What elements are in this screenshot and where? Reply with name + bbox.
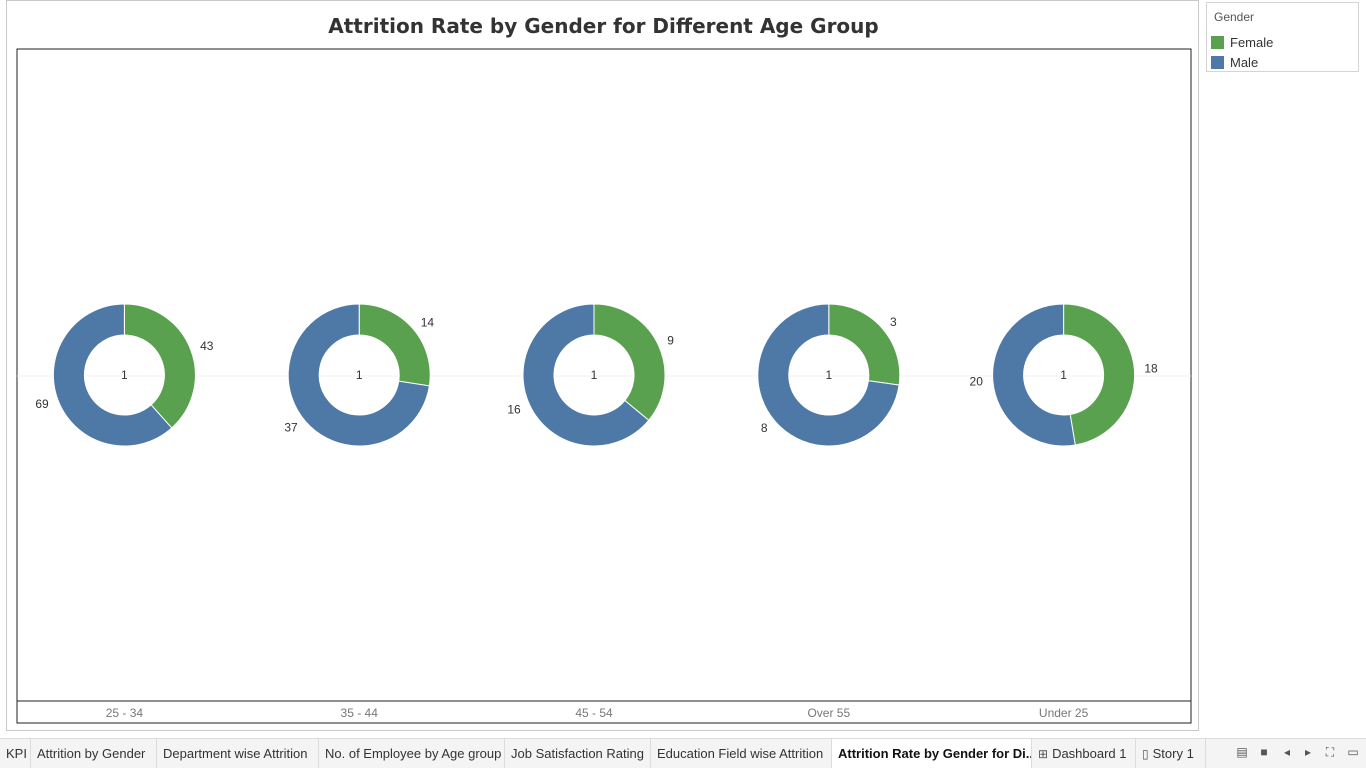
tab-label: Job Satisfaction Rating bbox=[511, 746, 644, 761]
tab-education-field-wise-attrition[interactable]: Education Field wise Attrition bbox=[651, 739, 832, 768]
tab-dashboard-1[interactable]: ⊞ Dashboard 1 bbox=[1032, 739, 1136, 768]
donut-slice-male-2[interactable] bbox=[522, 303, 650, 447]
legend-swatch-female bbox=[1211, 35, 1224, 49]
fit-screen-icon[interactable]: ▭ bbox=[1347, 745, 1359, 759]
worksheet: Attrition Rate by Gender for Different A… bbox=[6, 0, 1199, 731]
previous-sheet-icon[interactable]: ◂ bbox=[1283, 745, 1291, 759]
donut-center-label-1: 1 bbox=[356, 368, 363, 382]
legend-item-male[interactable]: Male bbox=[1211, 54, 1258, 70]
tab-attrition-by-gender[interactable]: Attrition by Gender bbox=[31, 739, 157, 768]
category-label-3: Over 55 bbox=[807, 706, 850, 720]
legend-label-male: Male bbox=[1230, 54, 1259, 70]
donut-label-male-1: 37 bbox=[284, 421, 298, 435]
tab-label: Story 1 bbox=[1152, 746, 1194, 761]
donut-slice-female-2[interactable] bbox=[593, 303, 666, 421]
donut-center-label-0: 1 bbox=[121, 368, 128, 382]
donut-center-label-2: 1 bbox=[591, 368, 598, 382]
donut-label-male-4: 20 bbox=[970, 375, 984, 389]
show-filmstrip-icon[interactable]: ▤ bbox=[1236, 745, 1248, 759]
tab-story-1[interactable]: ▯ Story 1 bbox=[1136, 739, 1206, 768]
legend-title: Gender bbox=[1214, 10, 1255, 24]
plot-frame bbox=[16, 48, 1192, 724]
category-label-0: 25 - 34 bbox=[106, 706, 144, 720]
donut-label-female-4: 18 bbox=[1144, 361, 1158, 375]
donut-slice-female-0[interactable] bbox=[123, 303, 196, 429]
next-sheet-icon[interactable]: ▸ bbox=[1304, 745, 1312, 759]
tab-kpi[interactable]: KPI bbox=[0, 739, 31, 768]
donut-slice-male-1[interactable] bbox=[287, 303, 430, 447]
tab-label: Attrition by Gender bbox=[37, 746, 146, 761]
tab-label: No. of Employee by Age group bbox=[325, 746, 502, 761]
chart-title: Attrition Rate by Gender for Different A… bbox=[328, 14, 879, 38]
tab-department-wise-attrition[interactable]: Department wise Attrition bbox=[157, 739, 319, 768]
donut-slice-male-0[interactable] bbox=[52, 303, 173, 447]
donut-chart: 43 69 1 25 - 34 14 37 1 35 - 44 9 16 1 45 - 54 3 8 1 Ov… bbox=[16, 48, 1192, 724]
tab-label: Attrition Rate by Gender for Di... bbox=[838, 746, 1032, 761]
presentation-mode-icon[interactable]: ⛶ bbox=[1325, 745, 1335, 759]
dashboard-icon: ⊞ bbox=[1038, 747, 1049, 761]
donut-slice-male-4[interactable] bbox=[992, 303, 1076, 447]
legend-item-female[interactable]: Female bbox=[1211, 34, 1273, 50]
category-label-4: Under 25 bbox=[1039, 706, 1089, 720]
tab-label: Department wise Attrition bbox=[163, 746, 308, 761]
donut-label-male-3: 8 bbox=[761, 421, 768, 435]
tab-attrition-rate-by-gender[interactable]: Attrition Rate by Gender for Di... bbox=[832, 739, 1032, 768]
tab-label: Education Field wise Attrition bbox=[657, 746, 824, 761]
gender-legend[interactable]: Gender Female Male bbox=[1206, 2, 1359, 72]
category-label-1: 35 - 44 bbox=[341, 706, 379, 720]
donut-center-label-3: 1 bbox=[825, 368, 832, 382]
legend-label-female: Female bbox=[1230, 34, 1274, 50]
donut-slice-female-1[interactable] bbox=[358, 303, 431, 387]
donut-label-female-1: 14 bbox=[421, 315, 435, 329]
donut-label-female-0: 43 bbox=[200, 339, 214, 353]
donut-label-male-0: 69 bbox=[35, 397, 49, 411]
donut-slice-female-4[interactable] bbox=[1063, 303, 1136, 446]
tab-employee-by-age-group[interactable]: No. of Employee by Age group bbox=[319, 739, 505, 768]
donut-label-female-3: 3 bbox=[890, 315, 897, 329]
show-tabs-icon[interactable]: ■ bbox=[1260, 745, 1268, 759]
legend-swatch-male bbox=[1211, 55, 1224, 69]
donut-label-male-2: 16 bbox=[507, 402, 521, 416]
tab-label: Dashboard 1 bbox=[1052, 746, 1127, 761]
story-icon: ▯ bbox=[1142, 747, 1149, 761]
donut-center-label-4: 1 bbox=[1060, 368, 1067, 382]
tab-label: KPI bbox=[6, 746, 27, 761]
category-label-2: 45 - 54 bbox=[575, 706, 613, 720]
donut-label-female-2: 9 bbox=[667, 334, 674, 348]
donut-slice-male-3[interactable] bbox=[757, 303, 900, 447]
tab-job-satisfaction-rating[interactable]: Job Satisfaction Rating bbox=[505, 739, 651, 768]
sheet-tab-bar: KPI Attrition by Gender Department wise … bbox=[0, 738, 1366, 768]
